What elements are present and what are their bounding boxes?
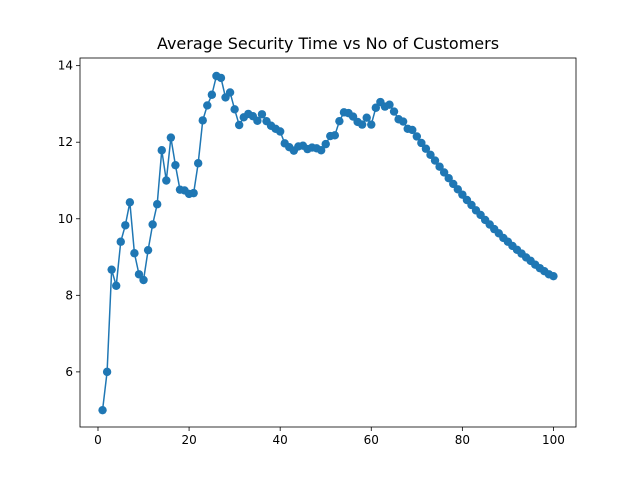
data-point: [121, 221, 130, 230]
x-tick-label: 80: [455, 433, 470, 447]
data-point: [398, 117, 408, 126]
data-point: [230, 105, 239, 114]
data-point: [116, 237, 125, 246]
data-point: [412, 132, 422, 141]
data-point: [198, 116, 207, 125]
x-tick-label: 60: [364, 433, 379, 447]
data-point: [362, 113, 371, 122]
data-point: [153, 200, 162, 209]
data-point: [207, 90, 217, 99]
data-point: [357, 120, 367, 129]
x-tick-label: 0: [94, 433, 102, 447]
data-point: [389, 107, 399, 116]
data-point: [385, 100, 394, 109]
data-point: [549, 271, 558, 281]
data-point: [426, 150, 435, 160]
data-point: [112, 281, 121, 290]
data-point: [107, 265, 116, 274]
data-point: [439, 168, 449, 177]
data-point: [102, 367, 112, 377]
data-point: [335, 116, 344, 126]
data-point: [316, 146, 326, 155]
data-point: [321, 139, 330, 149]
x-tick-label: 40: [273, 433, 288, 447]
y-tick-label: 8: [65, 288, 73, 302]
data-point: [444, 173, 453, 183]
data-point: [139, 275, 148, 285]
data-point: [225, 88, 235, 97]
data-point: [148, 220, 157, 229]
data-point: [203, 101, 212, 110]
data-point: [157, 146, 166, 155]
data-point: [275, 127, 285, 136]
data-point: [234, 120, 244, 130]
data-point: [189, 188, 198, 198]
data-point: [253, 116, 262, 125]
data-point: [421, 144, 431, 153]
y-tick-label: 12: [58, 135, 73, 149]
plot-area: 0 20 40 60 80 100 6 8 10 12 14: [58, 57, 577, 447]
data-point: [367, 120, 376, 129]
data-point: [166, 133, 176, 142]
data-point: [371, 103, 381, 112]
chart-title: Average Security Time vs No of Customers: [157, 34, 499, 53]
data-point: [430, 156, 440, 165]
y-tick-label: 10: [58, 212, 73, 226]
axes-frame: [79, 57, 577, 428]
data-point: [98, 405, 107, 415]
data-point: [125, 198, 135, 207]
y-tick-label: 14: [58, 59, 73, 73]
data-point: [417, 138, 426, 148]
x-tick-label: 20: [181, 433, 196, 447]
data-point: [162, 176, 171, 185]
data-point: [130, 249, 139, 258]
data-point: [435, 162, 444, 171]
y-tick-label: 6: [65, 365, 73, 379]
data-point: [408, 125, 417, 135]
data-point: [134, 270, 144, 279]
data-point: [216, 73, 226, 83]
data-point: [171, 160, 180, 170]
x-tick-label: 100: [542, 433, 565, 447]
data-point: [193, 159, 203, 168]
data-point: [257, 110, 267, 119]
data-point: [330, 131, 340, 140]
data-point: [143, 245, 153, 255]
